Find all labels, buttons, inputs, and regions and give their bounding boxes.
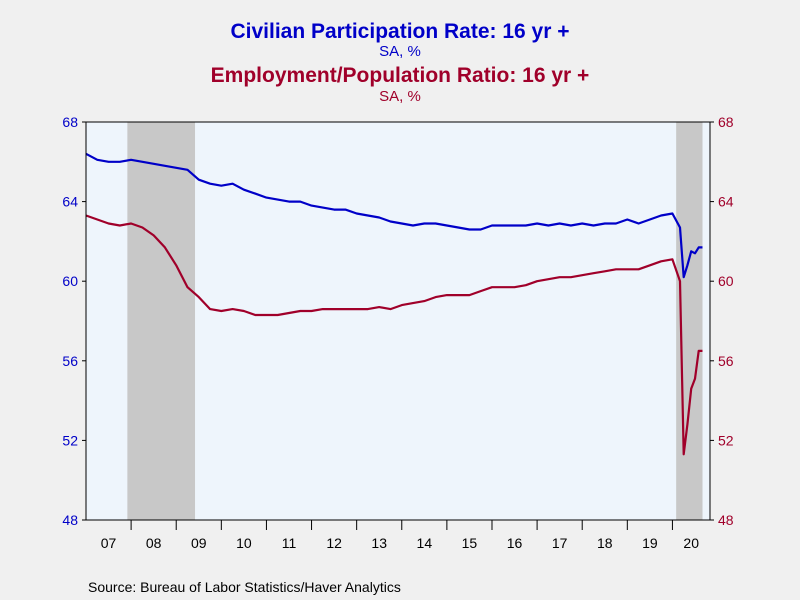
y-left-tick-label: 64 <box>62 194 78 210</box>
x-tick-label: 07 <box>101 535 117 551</box>
y-left-tick-label: 68 <box>62 114 78 130</box>
y-left-tick-label: 60 <box>62 273 78 289</box>
y-right-tick-label: 52 <box>718 432 734 448</box>
x-tick-label: 10 <box>236 535 252 551</box>
axes: 48 52 56 60 64 68 48 52 56 60 64 68 07 08 09 10 11 12 13 14… <box>62 114 733 551</box>
y-right-tick-label: 56 <box>718 353 734 369</box>
y-left-tick-label: 48 <box>62 512 78 528</box>
x-tick-label: 19 <box>642 535 658 551</box>
chart-title-participation: Civilian Participation Rate: 16 yr + <box>230 20 569 43</box>
y-left-tick-label: 52 <box>62 432 78 448</box>
x-tick-label: 20 <box>683 535 699 551</box>
x-tick-label: 17 <box>552 535 568 551</box>
series-line-employment-population-ratio <box>85 214 703 456</box>
x-tick-label: 13 <box>371 535 387 551</box>
x-tick-label: 18 <box>597 535 613 551</box>
y-right-tick-label: 60 <box>718 273 734 289</box>
x-tick-label: 12 <box>326 535 342 551</box>
y-right-tick-label: 48 <box>718 512 734 528</box>
x-tick-label: 09 <box>191 535 207 551</box>
source-note: Source: Bureau of Labor Statistics/Haver… <box>88 579 401 595</box>
series-lines <box>85 152 703 456</box>
x-tick-label: 16 <box>507 535 523 551</box>
plot-frame <box>85 121 711 521</box>
y-right-tick-label: 68 <box>718 114 734 130</box>
y-left-tick-label: 56 <box>62 353 78 369</box>
x-tick-label: 11 <box>282 535 297 551</box>
y-right-tick-label: 64 <box>718 194 734 210</box>
chart-title-employment: Employment/Population Ratio: 16 yr + <box>211 64 590 87</box>
chart-subtitle-employment: SA, % <box>379 88 421 105</box>
x-tick-label: 08 <box>146 535 162 551</box>
series-line-participation-rate <box>85 152 703 279</box>
chart-subtitle-participation: SA, % <box>379 43 421 60</box>
recession-band-1 <box>127 122 196 520</box>
recession-bands <box>127 122 703 520</box>
x-tick-label: 14 <box>417 535 433 551</box>
x-tick-label: 15 <box>462 535 478 551</box>
